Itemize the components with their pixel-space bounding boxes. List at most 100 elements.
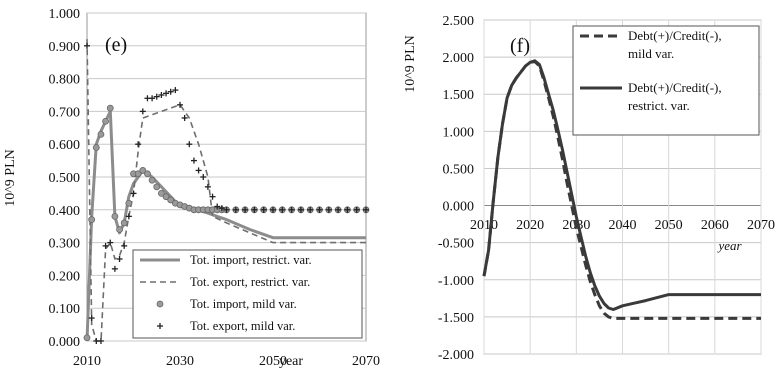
data-point [106, 104, 114, 112]
legend-box-e [132, 249, 363, 339]
data-point [157, 189, 165, 197]
y-tick-label: -2.000 [438, 348, 474, 363]
legend-label: Tot. export, mild var. [190, 319, 295, 333]
data-point [307, 206, 314, 213]
data-point [88, 216, 96, 224]
y-tick-label: -1.500 [438, 311, 474, 326]
data-point [92, 144, 100, 151]
data-point [153, 183, 161, 191]
y-tick-label: 0.300 [49, 237, 81, 252]
x-tick-label: 2030 [166, 354, 194, 369]
data-point [120, 219, 128, 227]
data-point [88, 315, 95, 322]
data-point [251, 206, 258, 213]
x-tick-label: 2060 [701, 218, 729, 233]
data-point [190, 157, 197, 164]
y-axis-label-e: 10^9 PLN [3, 149, 18, 207]
data-point [121, 242, 128, 249]
y-tick-label: 0.900 [49, 40, 81, 55]
legend-label: Tot. import, restrict. var. [190, 253, 312, 267]
data-point [186, 141, 193, 148]
data-point [353, 206, 360, 213]
x-tick-label: 2040 [609, 218, 637, 233]
data-point [102, 242, 109, 249]
data-point [102, 117, 109, 125]
data-point [153, 93, 160, 100]
data-point [200, 174, 207, 180]
x-axis-label-e: year [279, 354, 303, 369]
x-tick-label: 2050 [655, 218, 683, 233]
data-point [111, 265, 118, 272]
data-point [97, 338, 104, 344]
panel-label-f: (f) [510, 35, 530, 57]
y-tick-label: 0.000 [49, 335, 81, 350]
x-tick-label: 2010 [470, 218, 498, 233]
legend-swatch [156, 300, 164, 308]
y-tick-label: 0.100 [49, 302, 81, 317]
panel-label-e: (e) [105, 34, 127, 56]
y-tick-label: 0.200 [49, 269, 81, 284]
legend-swatch [157, 323, 163, 329]
legend-label: Debt(+)/Credit(-), [628, 80, 722, 95]
data-point [260, 206, 267, 213]
data-point [135, 141, 142, 148]
data-point [325, 206, 332, 213]
data-point [195, 167, 202, 174]
x-tick-label: 2010 [73, 354, 101, 369]
legend-label: Tot. import, mild var. [190, 297, 297, 311]
y-tick-label: 0.000 [443, 200, 475, 215]
data-point [223, 206, 230, 213]
data-point [214, 203, 221, 210]
series-f [482, 59, 761, 320]
data-point [242, 206, 249, 213]
data-point [163, 90, 170, 97]
legend-box-f [572, 25, 760, 136]
data-point [130, 190, 137, 197]
data-point [172, 87, 179, 94]
data-point [279, 206, 286, 213]
data-point [134, 170, 142, 178]
data-point [97, 130, 105, 138]
data-point [139, 108, 146, 115]
data-point [162, 193, 170, 201]
panel-f: -2.000 -1.500 -1.000 -0.500 0.000 0.500 1.000 1… [403, 14, 775, 363]
data-point [158, 92, 165, 98]
y-tick-label: 0.600 [49, 138, 81, 153]
data-point [209, 193, 216, 200]
legend-label: mild var. [628, 46, 674, 61]
data-point [297, 206, 304, 213]
y-tick-label: 2.000 [443, 51, 475, 66]
y-tick-label: 1.500 [443, 88, 475, 103]
data-point [232, 206, 239, 213]
data-point [116, 226, 123, 233]
legend-label: Debt(+)/Credit(-), [628, 28, 722, 43]
data-point [116, 256, 123, 262]
y-tick-label: -1.000 [438, 274, 474, 289]
data-point [270, 206, 276, 213]
x-tick-label: 2070 [352, 354, 380, 369]
y-tick-label: 1.000 [443, 125, 475, 140]
data-point [83, 334, 91, 342]
data-point [144, 170, 151, 178]
data-point [167, 88, 174, 95]
data-point [181, 114, 188, 121]
legend-e: Tot. import, restrict. var. Tot. export, … [132, 249, 363, 339]
data-point [125, 213, 132, 220]
data-point [149, 95, 156, 102]
series-line [482, 59, 761, 311]
series-e [83, 39, 370, 344]
data-point [316, 206, 323, 213]
y-tick-labels-f: -2.000 -1.500 -1.000 -0.500 0.000 0.500 1.000 1… [438, 14, 474, 363]
y-tick-label: 0.400 [49, 204, 81, 219]
y-tick-label: 0.800 [49, 73, 81, 88]
data-point [148, 176, 156, 184]
legend-f: Debt(+)/Credit(-), mild var. Debt(+)/Credi… [572, 25, 760, 136]
y-tick-label: 0.700 [49, 105, 81, 120]
x-tick-label: 2050 [259, 354, 287, 369]
legend-label: restrict. var. [628, 98, 690, 113]
data-point [177, 101, 183, 108]
data-point [363, 206, 369, 213]
x-tick-label: 2070 [747, 218, 775, 233]
y-tick-label: 0.500 [49, 171, 81, 186]
